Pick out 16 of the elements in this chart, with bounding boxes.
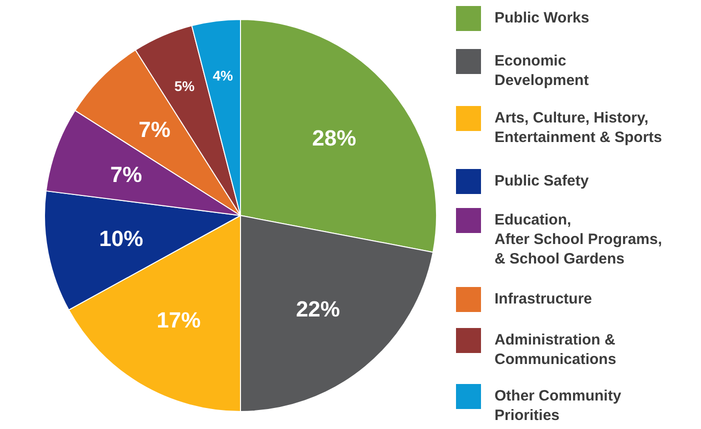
legend-label: Education, After School Programs, & School Gardens bbox=[494, 212, 662, 268]
legend-label: Public Works bbox=[494, 10, 590, 26]
data-label: 5% bbox=[174, 78, 196, 94]
legend-label: Administration & Communications bbox=[494, 332, 616, 368]
legend-label: Public Safety bbox=[494, 172, 590, 190]
legend-label: Other Community Priorities bbox=[494, 388, 622, 424]
data-label: 7% bbox=[138, 117, 170, 142]
data-label: 28% bbox=[312, 126, 356, 151]
data-label: 7% bbox=[110, 162, 142, 187]
data-label: 17% bbox=[156, 308, 201, 333]
data-label: 4% bbox=[212, 67, 234, 84]
data-label: 10% bbox=[99, 226, 144, 251]
legend-label: Arts, Culture, History, Entertainment & Sports bbox=[494, 110, 662, 146]
data-label: 22% bbox=[296, 296, 340, 322]
legend-label: Infrastructure bbox=[494, 290, 592, 308]
legend-label: Economic Development bbox=[494, 52, 589, 90]
